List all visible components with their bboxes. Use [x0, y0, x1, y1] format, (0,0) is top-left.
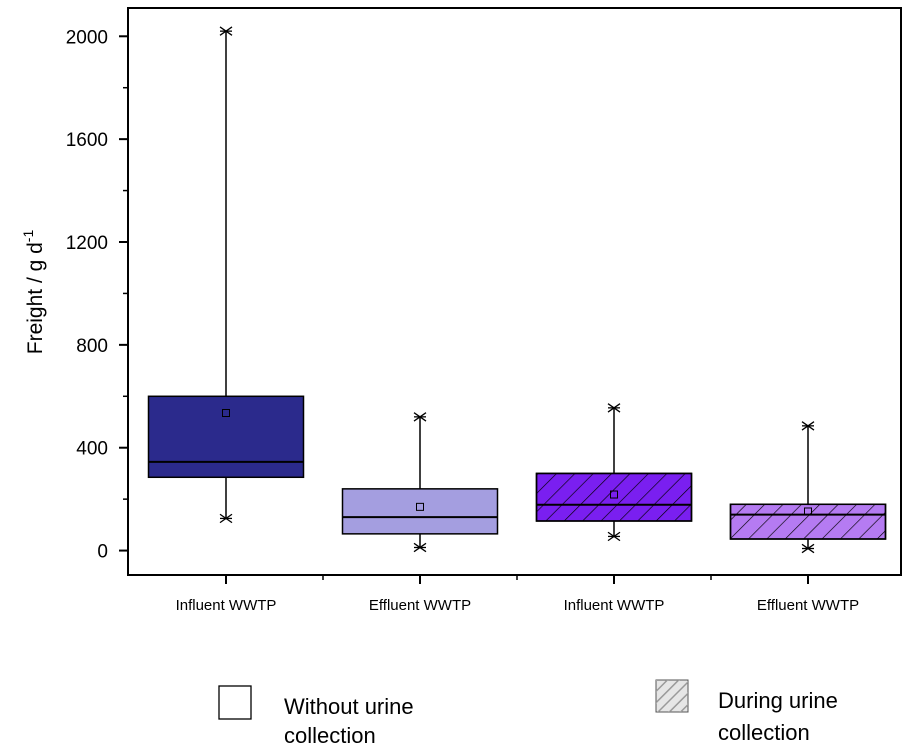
- x-axis-ticks: Influent WWTP Effluent WWTP Influent WWTP E…: [176, 575, 859, 614]
- max-marker: [413, 412, 427, 422]
- legend-label-line2: collection: [718, 720, 810, 745]
- x-category-label: Influent WWTP: [176, 597, 277, 614]
- x-category-label: Effluent WWTP: [369, 597, 471, 614]
- box-hatch: [729, 503, 887, 540]
- box-4: [729, 421, 887, 554]
- y-tick-label: 1600: [66, 130, 108, 151]
- y-tick-label: 400: [76, 439, 108, 460]
- box-hatch: [535, 472, 693, 522]
- min-marker: [219, 513, 233, 524]
- y-axis-title: Freight / g d-1: [20, 230, 47, 355]
- legend-label-line1: Without urine: [284, 694, 414, 719]
- box-3: [535, 403, 693, 542]
- boxes-layer: [147, 26, 887, 554]
- y-axis-title-superscript: -1: [20, 230, 36, 243]
- box-body: [341, 488, 499, 535]
- legend-swatch-without-urine-collection: [218, 685, 252, 720]
- y-tick-label: 1200: [66, 233, 108, 254]
- legend-swatch-hatch: [656, 680, 688, 712]
- min-marker: [607, 531, 621, 542]
- mean-marker: [416, 502, 424, 511]
- x-category-label: Influent WWTP: [564, 597, 665, 614]
- legend-label-during-urine-collection: During urine collection: [718, 688, 844, 745]
- max-marker: [801, 421, 815, 431]
- y-axis-title-text: Freight / g d: [24, 242, 47, 354]
- max-marker: [219, 26, 233, 36]
- mean-marker: [804, 507, 812, 516]
- y-tick-label: 800: [76, 336, 108, 357]
- box-1: [147, 26, 305, 524]
- x-category-label: Effluent WWTP: [757, 597, 859, 614]
- mean-marker: [222, 409, 230, 417]
- box-body: [147, 395, 305, 479]
- min-marker: [801, 543, 815, 554]
- box-2: [341, 412, 499, 553]
- min-marker: [413, 542, 427, 553]
- legend-label-without-urine-collection: Without urine collection: [284, 694, 420, 748]
- y-tick-label: 0: [97, 542, 108, 563]
- legend: Without urine collection During urine co…: [218, 679, 844, 748]
- axes-layer: 0 400 800 1200 1600 2000 Influent WWTP Effluen…: [20, 7, 902, 614]
- y-tick-label: 2000: [66, 27, 108, 48]
- legend-label-line2: collection: [284, 723, 376, 748]
- mean-marker: [610, 490, 618, 499]
- y-axis-ticks: 0 400 800 1200 1600 2000: [66, 27, 128, 563]
- plot-frame: [127, 7, 902, 576]
- max-marker: [607, 403, 621, 413]
- legend-label-line1: During urine: [718, 688, 838, 713]
